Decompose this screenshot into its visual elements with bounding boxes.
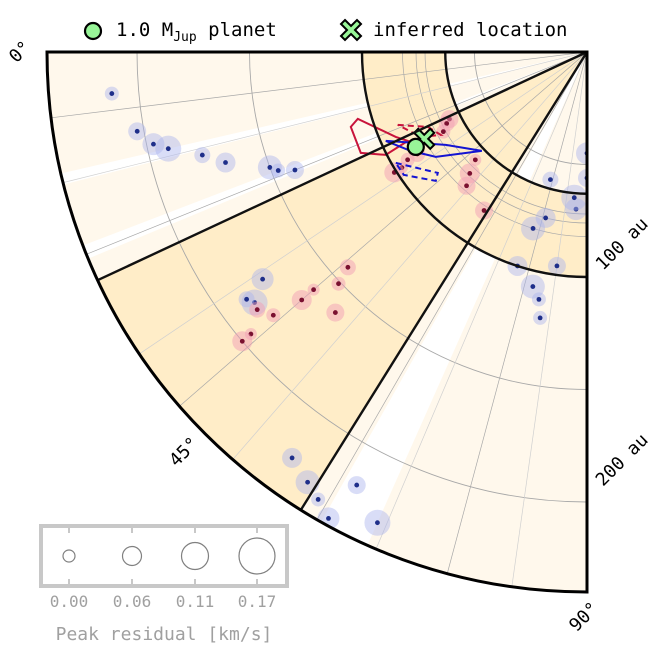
red-point	[467, 170, 473, 176]
blue-point	[375, 520, 380, 526]
angle-tick-45: 45°	[165, 433, 203, 471]
blue-point	[537, 315, 543, 321]
contour-blue-dashed	[393, 161, 440, 183]
blue-point-halo	[346, 543, 363, 560]
grid-radial-9	[511, 52, 587, 587]
radius-tick-100: 100 au	[592, 214, 653, 275]
blue-point	[260, 276, 266, 282]
blue-point	[305, 479, 311, 485]
red-point	[481, 208, 487, 213]
grid-radial-7	[375, 52, 587, 550]
blue-point-halo	[578, 169, 587, 187]
blue-point	[134, 128, 140, 134]
sector-gap-2	[321, 52, 587, 546]
size-legend-box	[39, 524, 289, 588]
red-point	[472, 157, 478, 163]
red-point	[299, 297, 305, 303]
size-legend-circle-0	[62, 549, 76, 563]
blue-point	[530, 226, 536, 231]
planet-marker	[406, 137, 425, 157]
size-legend-circle-1	[121, 545, 143, 567]
red-point	[405, 157, 411, 163]
inferred-location-legend-icon	[339, 18, 363, 42]
blue-point-halo	[576, 142, 587, 165]
contour-blue	[385, 139, 482, 158]
annulus-boundary-1	[360, 51, 588, 279]
blue-point	[223, 160, 228, 165]
blue-point	[244, 296, 250, 302]
blue-point	[548, 177, 553, 183]
sector-boundary-1	[299, 51, 589, 511]
blue-point	[543, 215, 549, 221]
red-point	[464, 183, 469, 189]
grid-arc-0	[474, 52, 587, 165]
planet-legend-marker	[83, 21, 103, 41]
blue-point	[571, 195, 577, 201]
angle-tick-90: 90°	[565, 598, 603, 636]
sector-gap-1	[82, 52, 587, 259]
contour-red	[349, 117, 411, 156]
polar-frame	[45, 50, 589, 594]
size-legend-tick-2: 0.11	[176, 592, 215, 611]
grid-radial-2	[86, 52, 587, 255]
red-point	[270, 312, 276, 318]
size-legend-title: Peak residual [km/s]	[56, 624, 273, 645]
red-point	[440, 129, 446, 135]
grid-arc-3	[136, 52, 587, 503]
blue-point	[326, 515, 331, 521]
red-point	[311, 287, 317, 293]
grid-radial-0	[50, 52, 587, 119]
blue-point	[536, 296, 542, 302]
blue-point	[354, 482, 360, 488]
radius-tick-200: 200 au	[592, 430, 653, 491]
grid-arc-2	[249, 52, 587, 390]
size-legend-circle-2	[180, 541, 210, 571]
grid-radial-6	[316, 52, 587, 520]
blue-point	[165, 146, 171, 152]
planet-legend-label: 1.0 MJup planet	[116, 19, 277, 45]
size-legend-tick-1: 0.06	[113, 592, 152, 611]
grid-radial-8	[446, 52, 587, 574]
inferred-legend-label: inferred location	[373, 19, 567, 41]
red-point	[239, 338, 245, 344]
blue-point	[573, 206, 579, 212]
red-point	[332, 310, 338, 315]
grid-arc-inner-2	[402, 52, 587, 237]
blue-point	[267, 165, 273, 170]
red-point	[444, 121, 450, 126]
grid-radial-1	[62, 52, 587, 183]
red-point	[345, 264, 351, 270]
blue-point	[315, 497, 321, 502]
blue-point	[554, 263, 560, 269]
blue-point	[275, 168, 281, 173]
size-legend-tick-3: 0.17	[238, 592, 277, 611]
blue-point	[289, 455, 295, 461]
top-legend: 1.0 MJup planet inferred location	[83, 18, 567, 45]
grid-radial-3	[139, 52, 587, 355]
grid-radial-5	[232, 52, 587, 460]
annulus-boundary-0	[444, 51, 588, 195]
size-legend: 0.00 0.06 0.11 0.17 Peak residual [km/s]	[39, 524, 289, 645]
angle-tick-0: 0°	[5, 37, 35, 67]
red-point	[254, 307, 260, 313]
blue-point	[530, 284, 536, 289]
red-point	[336, 281, 341, 287]
size-legend-tick-0: 0.00	[50, 592, 89, 611]
blue-point	[151, 141, 156, 147]
blue-point	[199, 152, 205, 158]
size-legend-circle-3	[238, 537, 276, 575]
blue-point	[351, 549, 357, 555]
sector-boundary-0	[97, 50, 588, 282]
blue-point	[109, 91, 115, 96]
blue-point	[292, 167, 298, 173]
